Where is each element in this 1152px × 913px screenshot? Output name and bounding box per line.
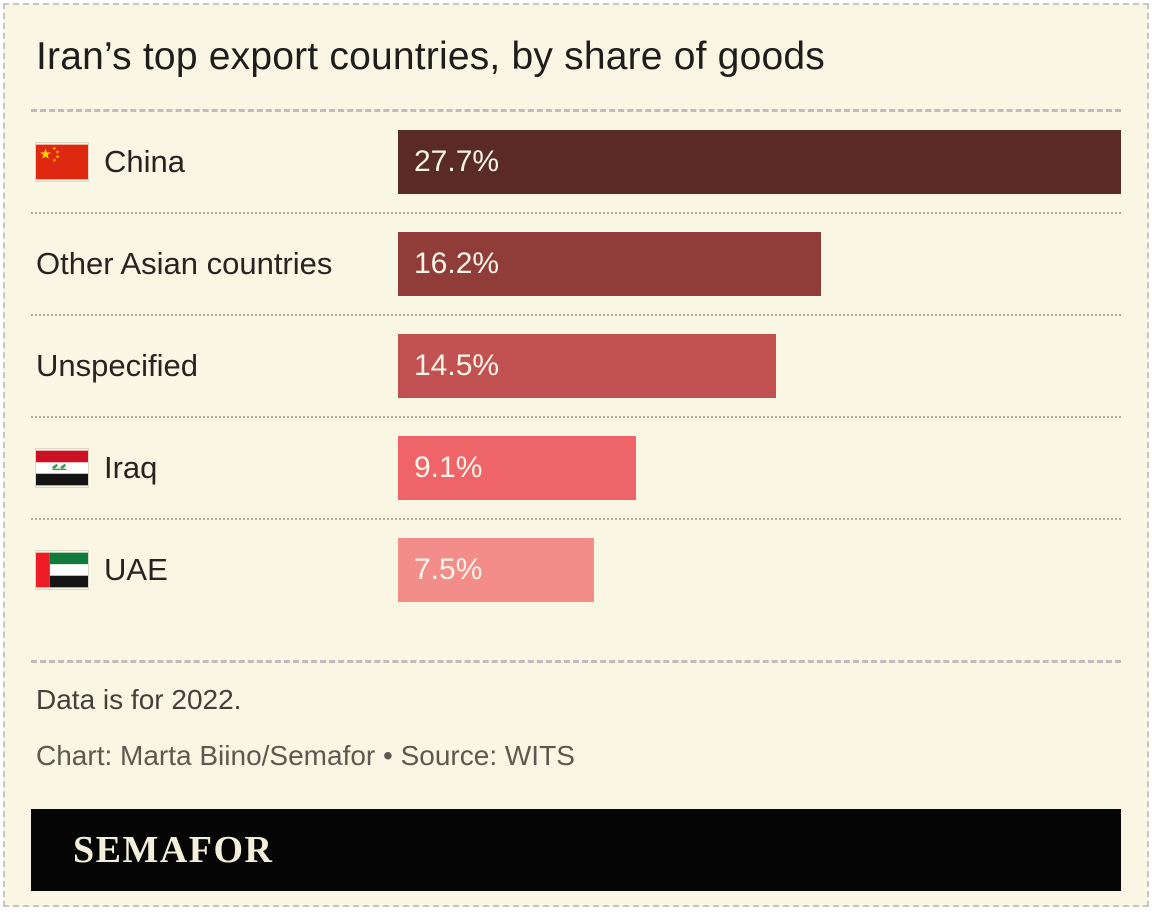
bar-other-asian: 16.2% bbox=[398, 232, 821, 296]
china-flag-icon bbox=[36, 144, 88, 180]
row-label: Other Asian countries bbox=[36, 246, 333, 281]
uae-flag-icon bbox=[36, 552, 88, 588]
semafor-logo-bar: SEMAFOR bbox=[31, 809, 1121, 891]
bar-value: 16.2% bbox=[414, 247, 500, 280]
data-note: Data is for 2022. bbox=[36, 684, 242, 715]
row-label-cell: China bbox=[31, 143, 398, 181]
chart-credit: Chart: Marta Biino/Semafor • Source: WIT… bbox=[36, 740, 575, 771]
bar-area: 9.1% bbox=[398, 418, 1121, 518]
bar-area: 7.5% bbox=[398, 520, 1121, 620]
chart-row-other-asian: Other Asian countries 16.2% bbox=[31, 214, 1121, 316]
bar-area: 27.7% bbox=[398, 112, 1121, 212]
chart-footer: Data is for 2022. Chart: Marta Biino/Sem… bbox=[31, 660, 1121, 891]
bar-china: 27.7% bbox=[398, 130, 1121, 194]
bar-value: 14.5% bbox=[414, 349, 500, 382]
bar-unspecified: 14.5% bbox=[398, 334, 777, 398]
row-label-cell: UAE bbox=[31, 551, 398, 589]
bar-value: 9.1% bbox=[414, 451, 483, 484]
row-label-cell: Other Asian countries bbox=[31, 246, 398, 282]
row-label: UAE bbox=[104, 552, 168, 587]
row-label-cell: Iraq bbox=[31, 449, 398, 487]
semafor-logo: SEMAFOR bbox=[73, 829, 274, 871]
bar-area: 14.5% bbox=[398, 316, 1121, 416]
row-label-cell: Unspecified bbox=[31, 348, 398, 384]
bar-area: 16.2% bbox=[398, 214, 1121, 314]
row-label: China bbox=[104, 144, 185, 179]
chart-header: Iran’s top export countries, by share of… bbox=[31, 5, 1121, 112]
bar-uae: 7.5% bbox=[398, 538, 594, 602]
bar-value: 27.7% bbox=[414, 145, 500, 178]
bar-iraq: 9.1% bbox=[398, 436, 636, 500]
chart-row-iraq: Iraq 9.1% bbox=[31, 418, 1121, 520]
row-label: Iraq bbox=[104, 450, 158, 485]
row-label: Unspecified bbox=[36, 348, 198, 383]
chart-row-china: China 27.7% bbox=[31, 112, 1121, 214]
chart-row-unspecified: Unspecified 14.5% bbox=[31, 316, 1121, 418]
spacer bbox=[31, 620, 1121, 660]
chart-title: Iran’s top export countries, by share of… bbox=[36, 35, 825, 78]
bar-value: 7.5% bbox=[414, 553, 483, 586]
chart-card: Iran’s top export countries, by share of… bbox=[3, 3, 1149, 907]
iraq-flag-icon bbox=[36, 450, 88, 486]
chart-row-uae: UAE 7.5% bbox=[31, 520, 1121, 620]
